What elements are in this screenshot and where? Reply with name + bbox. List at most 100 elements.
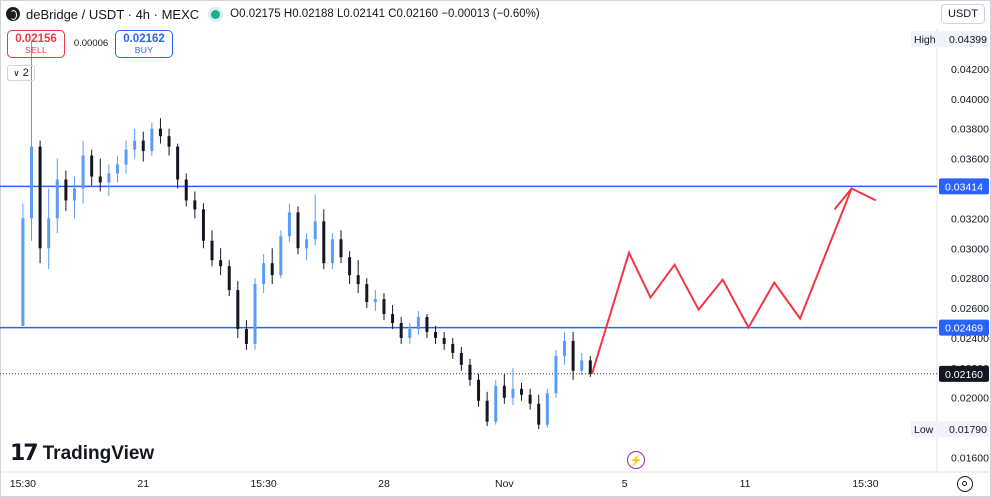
candle-body bbox=[416, 317, 420, 329]
candle-body bbox=[468, 364, 472, 380]
candle-body bbox=[537, 403, 541, 425]
close-value: 0.02160 bbox=[396, 8, 439, 20]
candle-body bbox=[520, 388, 524, 395]
buy-button[interactable]: 0.02162 BUY bbox=[115, 30, 173, 58]
tradingview-mark-icon: 17 bbox=[10, 441, 39, 466]
candle-body bbox=[477, 379, 481, 401]
open-value: 0.02175 bbox=[239, 8, 281, 20]
x-tick-label: 15:30 bbox=[10, 478, 36, 490]
candle-body bbox=[236, 290, 240, 329]
candle-body bbox=[81, 155, 85, 189]
candle-body bbox=[563, 340, 567, 356]
candle-body bbox=[287, 212, 291, 237]
candle-body bbox=[210, 240, 214, 261]
candle-body bbox=[29, 146, 33, 219]
candle-body bbox=[201, 209, 205, 241]
indicators-count: 2 bbox=[22, 67, 29, 79]
x-tick-label: 21 bbox=[137, 478, 149, 490]
candle-body bbox=[434, 331, 438, 338]
spread-value: 0.00006 bbox=[73, 38, 109, 49]
y-tick-label: 0.03800 bbox=[951, 124, 989, 136]
buy-price: 0.02162 bbox=[123, 33, 165, 45]
y-tick-label: 0.03200 bbox=[951, 213, 989, 225]
candle-body bbox=[485, 400, 489, 422]
candle-body bbox=[115, 164, 119, 174]
high-value: 0.04399 bbox=[949, 34, 987, 46]
symbol-header: deBridge / USDT · 4h · MEXC O0.02175 H0.… bbox=[6, 4, 540, 24]
ohlc-readout: O0.02175 H0.02188 L0.02141 C0.02160 −0.0… bbox=[230, 8, 540, 20]
market-status-icon bbox=[211, 9, 221, 19]
candle-body bbox=[330, 239, 334, 264]
projection-path[interactable] bbox=[591, 188, 853, 375]
high-label: High bbox=[914, 34, 936, 46]
candle-body bbox=[356, 275, 360, 285]
y-tick-label: 0.02600 bbox=[951, 303, 989, 315]
candle-body bbox=[262, 263, 266, 285]
candle-body bbox=[270, 263, 274, 276]
x-tick-label: 5 bbox=[622, 478, 628, 490]
candle-body bbox=[399, 322, 403, 338]
symbol-title[interactable]: deBridge / USDT · 4h · MEXC bbox=[26, 6, 200, 22]
coin-logo-icon bbox=[6, 7, 20, 21]
candle-body bbox=[64, 179, 68, 201]
candle-body bbox=[253, 284, 257, 344]
candle-body bbox=[133, 140, 137, 150]
y-tick-label: 0.03000 bbox=[951, 243, 989, 255]
candle-body bbox=[451, 343, 455, 353]
chevron-down-icon: ∨ bbox=[13, 67, 20, 78]
candle-body bbox=[176, 146, 180, 180]
lightning-event-icon[interactable]: ⚡ bbox=[627, 451, 645, 469]
currency-selector[interactable]: USDT bbox=[941, 4, 985, 24]
y-tick-label: 0.01600 bbox=[951, 453, 989, 465]
level-price-tag: 0.03414 bbox=[945, 181, 983, 193]
candle-body bbox=[494, 385, 498, 422]
low-label: L bbox=[336, 8, 344, 20]
y-tick-label: 0.04000 bbox=[951, 94, 989, 106]
level-price-tag-bg bbox=[939, 178, 989, 195]
candle-body bbox=[55, 179, 59, 219]
x-tick-label: 15:30 bbox=[852, 478, 878, 490]
y-tick-label: 0.04200 bbox=[951, 64, 989, 76]
candle-body bbox=[305, 239, 309, 249]
candle-body bbox=[348, 257, 352, 276]
candle-body bbox=[244, 328, 248, 344]
candle-body bbox=[571, 340, 575, 371]
y-tick-label: 0.02400 bbox=[951, 333, 989, 345]
x-tick-label: 11 bbox=[740, 478, 751, 490]
candle-body bbox=[545, 393, 549, 425]
candle-body bbox=[382, 299, 386, 315]
candle-body bbox=[339, 239, 343, 258]
indicators-toggle[interactable]: ∨ 2 bbox=[7, 65, 35, 81]
y-tick-label: 0.03600 bbox=[951, 154, 989, 166]
candle-body bbox=[425, 317, 429, 332]
settings-gear-icon[interactable] bbox=[957, 476, 973, 492]
x-tick-label: 28 bbox=[378, 478, 390, 490]
candle-body bbox=[528, 394, 532, 404]
candle-body bbox=[219, 260, 223, 267]
candle-body bbox=[588, 360, 592, 374]
candle-body bbox=[38, 146, 42, 249]
candle-body bbox=[167, 136, 171, 147]
low-value: 0.02141 bbox=[343, 8, 385, 20]
close-label: C bbox=[388, 8, 397, 20]
low-value: 0.01790 bbox=[949, 424, 987, 436]
sell-label: SELL bbox=[25, 45, 47, 55]
sell-button[interactable]: 0.02156 SELL bbox=[7, 30, 65, 58]
candle-body bbox=[193, 200, 197, 210]
candle-body bbox=[580, 360, 584, 371]
buy-label: BUY bbox=[134, 45, 154, 55]
candle-body bbox=[184, 179, 188, 201]
high-label: H bbox=[283, 8, 293, 20]
candle-body bbox=[72, 188, 76, 201]
low-label: Low bbox=[914, 424, 934, 436]
high-label-bg bbox=[911, 31, 989, 48]
candle-body bbox=[511, 388, 515, 398]
candle-body bbox=[373, 299, 377, 303]
last-price-tag: 0.02160 bbox=[945, 369, 983, 381]
x-tick-label: 15:30 bbox=[250, 478, 276, 490]
tradingview-logo[interactable]: 17 TradingView bbox=[10, 441, 154, 466]
candle-body bbox=[365, 284, 369, 303]
tradingview-logo-text: TradingView bbox=[42, 442, 155, 464]
level-price-tag: 0.02469 bbox=[945, 323, 983, 335]
